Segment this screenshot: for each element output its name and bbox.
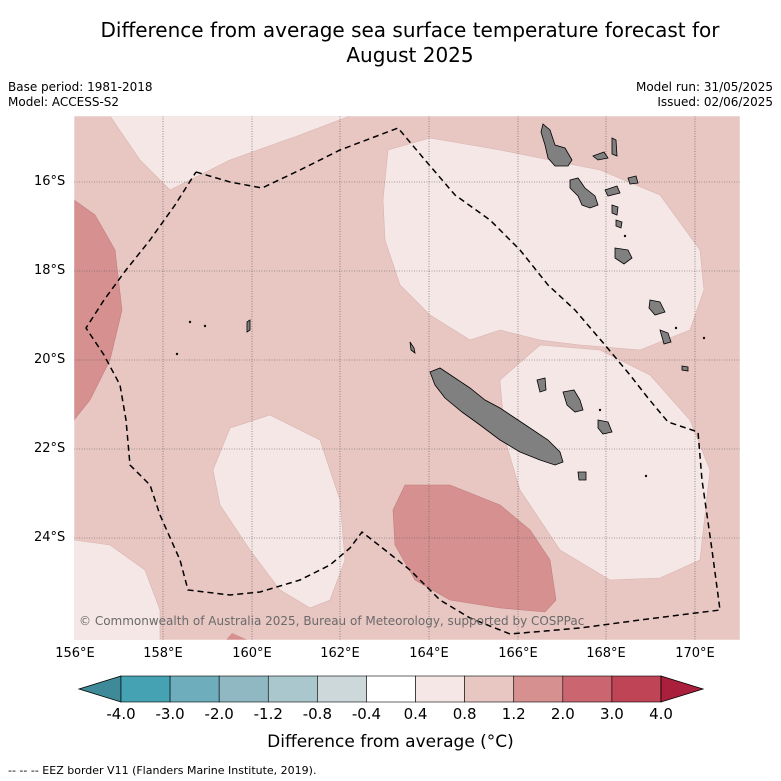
colorbar-tick-label: 0.4 [403, 705, 428, 723]
anomaly-warm-bottom [226, 633, 248, 640]
landmasses [175, 123, 706, 481]
colorbar-tick-label: 1.2 [501, 705, 526, 723]
lon-label-166E: 166°E [498, 646, 538, 661]
torres-islands [611, 137, 618, 157]
colorbar-swatch [415, 675, 465, 703]
islet-5 [702, 336, 706, 340]
loyalty-ouvea [536, 377, 547, 393]
title-line-1: Difference from average sea surface temp… [100, 18, 720, 42]
map-frame [73, 115, 741, 641]
lat-label-24S: 24°S [34, 530, 66, 545]
ambrym-island [627, 175, 639, 185]
colorbar-swatch [464, 675, 515, 703]
islet-6 [598, 408, 602, 412]
pentecost-islands [604, 185, 621, 197]
meta-left: Base period: 1981-2018 Model: ACCESS-S2 [8, 80, 153, 110]
gridlines [74, 116, 740, 640]
isle-of-pines [577, 471, 587, 481]
islet-4 [674, 326, 678, 330]
lat-label-22S: 22°S [34, 441, 66, 456]
eez-footnote: -- -- -- EEZ border V11 (Flanders Marine… [8, 764, 317, 777]
islet-1 [188, 320, 192, 324]
anomaly-light-north [109, 116, 351, 191]
loyalty-lifou [562, 389, 584, 413]
eez-borders [85, 127, 721, 635]
anomaly-light-corner [74, 539, 161, 640]
anomaly-light-southwest [212, 414, 346, 609]
islet-7 [644, 474, 648, 478]
issued-date: Issued: 02/06/2025 [657, 95, 773, 109]
aneityum-island [681, 365, 689, 372]
copyright-notice: © Commonwealth of Australia 2025, Bureau… [79, 614, 585, 628]
vanuatu-erromango [648, 299, 666, 316]
lat-label-18S: 18°S [34, 263, 66, 278]
colorbar-swatch [611, 675, 662, 703]
colorbar-swatch [317, 675, 367, 703]
vanuatu-tanna [659, 329, 672, 345]
colorbar-arrow-right [660, 675, 705, 703]
islet-3 [175, 352, 179, 356]
map-area [74, 116, 740, 640]
epi-island [611, 204, 619, 216]
anomaly-light-east [382, 137, 705, 351]
islet-8 [623, 234, 627, 238]
base-period: Base period: 1981-2018 [8, 80, 153, 94]
colorbar-tick-label: 2.0 [550, 705, 575, 723]
lon-label-160E: 160°E [232, 646, 272, 661]
colorbar-swatch [513, 675, 564, 703]
colorbar-tick-label: 3.0 [599, 705, 624, 723]
colorbar-tick-label: -2.0 [204, 705, 234, 723]
lon-label-170E: 170°E [675, 646, 715, 661]
lon-label-168E: 168°E [586, 646, 626, 661]
lon-label-156E: 156°E [55, 646, 95, 661]
islet-2 [203, 324, 207, 328]
colorbar-swatch [267, 675, 318, 703]
colorbar-swatch [366, 675, 416, 703]
lon-label-158E: 158°E [143, 646, 183, 661]
model-run: Model run: 31/05/2025 [635, 80, 773, 94]
colorbar-tick-label: -3.0 [155, 705, 185, 723]
model-name: Model: ACCESS-S2 [8, 95, 120, 109]
anomaly-light-southeast [499, 344, 711, 581]
banks-islands [592, 151, 609, 161]
eez-border-west [85, 127, 721, 635]
colorbar-swatch [120, 675, 171, 703]
title-line-2: August 2025 [346, 43, 474, 67]
colorbar-title: Difference from average (°C) [267, 732, 514, 752]
colorbar-tick-label: -0.4 [351, 705, 382, 723]
meta-right: Model run: 31/05/2025 Issued: 02/06/2025 [636, 80, 773, 110]
vanuatu-espiritu-santo [540, 123, 573, 167]
colorbar-tick-label: -1.2 [253, 705, 283, 723]
lon-label-162E: 162°E [320, 646, 360, 661]
chart-title: Difference from average sea surface temp… [60, 18, 760, 68]
belep-islands [409, 341, 416, 354]
shepherd-island [615, 219, 623, 229]
colorbar-tick-label: -4.0 [106, 705, 136, 723]
lat-label-20S: 20°S [34, 352, 66, 367]
colorbar-swatch [218, 675, 269, 703]
vanuatu-malekula [569, 177, 599, 209]
colorbar-tick-label: -0.8 [302, 705, 332, 723]
colorbar-swatch [169, 675, 220, 703]
vanuatu-efate [614, 247, 633, 265]
anomaly-warm-south [392, 484, 557, 613]
colorbar-tick-label: 4.0 [649, 705, 673, 723]
chesterfield-island [246, 319, 251, 333]
new-caledonia-land [429, 367, 564, 466]
loyalty-mare [597, 419, 613, 435]
lon-label-164E: 164°E [409, 646, 449, 661]
colorbar-arrow-left [77, 675, 122, 703]
lat-label-16S: 16°S [34, 174, 66, 189]
colorbar [77, 675, 705, 703]
colorbar-swatch [562, 675, 613, 703]
colorbar-tick-label: 0.8 [452, 705, 477, 723]
